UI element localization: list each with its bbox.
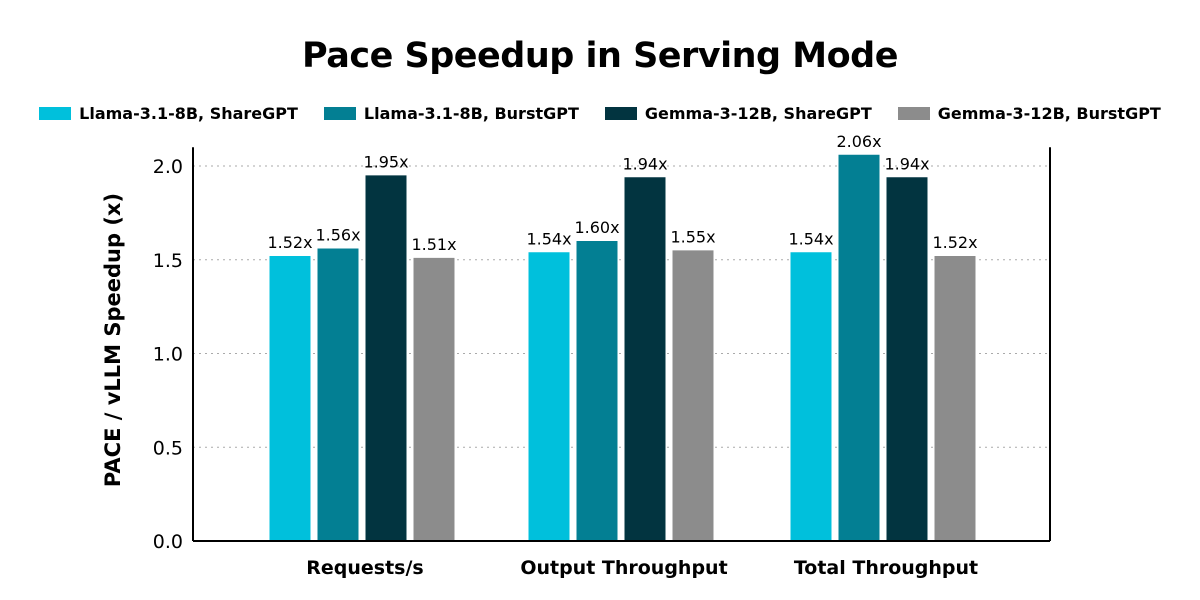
legend-label: Llama-3.1-8B, BurstGPT bbox=[363, 104, 579, 123]
legend-item: Llama-3.1-8B, ShareGPT bbox=[39, 104, 298, 123]
data-label: 1.54x bbox=[788, 229, 833, 248]
bar bbox=[365, 175, 407, 541]
data-label: 1.54x bbox=[526, 229, 571, 248]
legend-swatch bbox=[604, 107, 637, 120]
y-tick-label: 0.5 bbox=[153, 437, 183, 459]
y-tick-label: 2.0 bbox=[153, 156, 183, 178]
legend-item: Gemma-3-12B, BurstGPT bbox=[897, 104, 1161, 123]
data-label: 1.94x bbox=[884, 154, 929, 173]
data-label: 1.56x bbox=[315, 226, 360, 245]
legend: Llama-3.1-8B, ShareGPT Llama-3.1-8B, Bur… bbox=[0, 104, 1200, 123]
bar bbox=[269, 256, 311, 541]
data-label: 1.60x bbox=[574, 218, 619, 237]
bar bbox=[528, 252, 570, 541]
y-axis-label: PACE / vLLM Speedup (x) bbox=[101, 193, 125, 487]
x-tick-label: Total Throughput bbox=[794, 557, 978, 579]
bar bbox=[624, 177, 666, 541]
data-label: 1.95x bbox=[363, 152, 408, 171]
data-label: 1.51x bbox=[411, 235, 456, 254]
bar bbox=[886, 177, 928, 541]
y-tick-label: 1.5 bbox=[153, 250, 183, 272]
legend-swatch bbox=[39, 107, 72, 120]
legend-item: Gemma-3-12B, ShareGPT bbox=[604, 104, 872, 123]
bar bbox=[413, 257, 455, 541]
bar bbox=[576, 241, 618, 541]
x-tick-label: Output Throughput bbox=[520, 557, 727, 579]
legend-label: Llama-3.1-8B, ShareGPT bbox=[79, 104, 298, 123]
data-label: 1.52x bbox=[267, 233, 312, 252]
data-label: 1.94x bbox=[622, 154, 667, 173]
bar bbox=[672, 250, 714, 541]
legend-label: Gemma-3-12B, BurstGPT bbox=[937, 104, 1161, 123]
legend-swatch bbox=[323, 107, 356, 120]
y-tick-label: 1.0 bbox=[153, 344, 183, 366]
bar bbox=[790, 252, 832, 541]
y-tick-label: 0.0 bbox=[153, 531, 183, 553]
data-label: 1.52x bbox=[932, 233, 977, 252]
legend-swatch bbox=[897, 107, 930, 120]
chart-title: Pace Speedup in Serving Mode bbox=[302, 36, 898, 76]
data-label: 1.55x bbox=[670, 227, 715, 246]
legend-label: Gemma-3-12B, ShareGPT bbox=[644, 104, 872, 123]
data-label: 2.06x bbox=[836, 132, 881, 151]
bar bbox=[934, 256, 976, 541]
bar bbox=[317, 248, 359, 541]
legend-item: Llama-3.1-8B, BurstGPT bbox=[323, 104, 579, 123]
x-tick-label: Requests/s bbox=[306, 557, 423, 579]
bar bbox=[838, 154, 880, 541]
